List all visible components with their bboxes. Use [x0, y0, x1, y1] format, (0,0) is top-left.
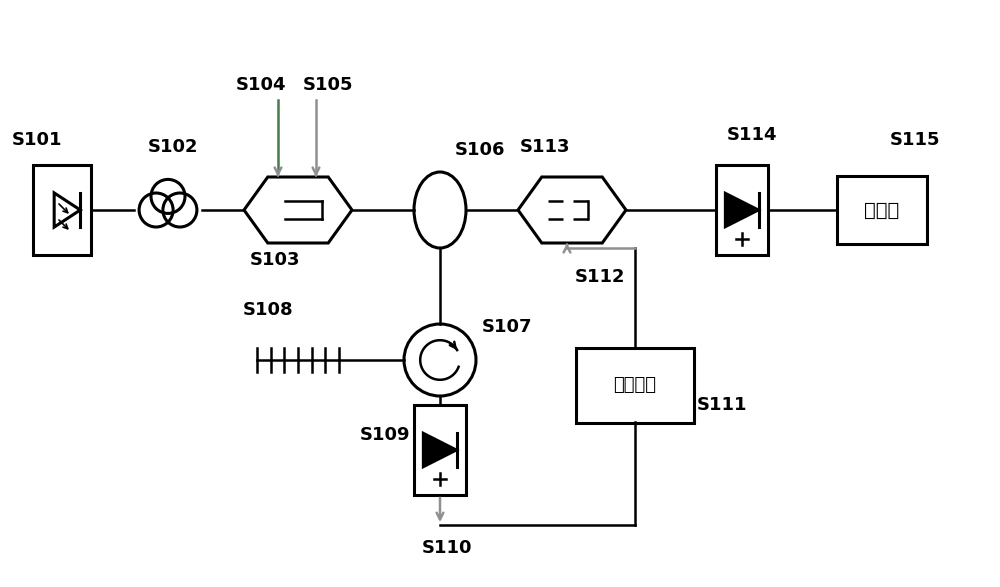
Text: S106: S106 — [455, 141, 506, 159]
Text: S105: S105 — [303, 76, 354, 94]
Polygon shape — [725, 193, 759, 227]
Text: S112: S112 — [575, 268, 626, 286]
Text: S104: S104 — [236, 76, 287, 94]
Bar — [33, 165, 91, 255]
Bar — [716, 165, 768, 255]
Text: 电压转换: 电压转换 — [614, 376, 656, 394]
Bar — [414, 405, 466, 495]
Text: S114: S114 — [727, 126, 778, 144]
Text: S111: S111 — [697, 396, 748, 414]
Text: S110: S110 — [422, 539, 473, 557]
Bar — [837, 176, 927, 244]
Text: S102: S102 — [148, 138, 198, 156]
Bar — [576, 348, 694, 423]
Text: S101: S101 — [12, 131, 62, 149]
Text: S113: S113 — [520, 138, 570, 156]
Polygon shape — [423, 433, 457, 467]
Text: S108: S108 — [243, 301, 294, 319]
Text: S107: S107 — [482, 318, 532, 336]
Text: S103: S103 — [250, 251, 300, 269]
Text: S115: S115 — [890, 131, 940, 149]
Text: S109: S109 — [360, 426, 411, 444]
Text: 频谱仪: 频谱仪 — [864, 201, 900, 220]
